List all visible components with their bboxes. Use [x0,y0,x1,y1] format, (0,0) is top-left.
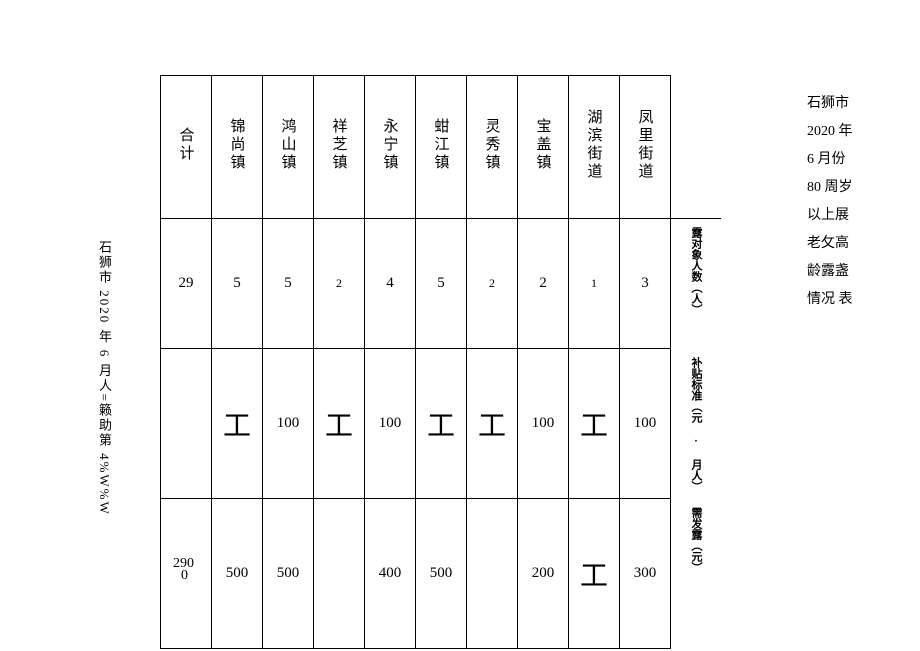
hdr-total: 合计 [161,76,212,219]
row-standard: 工 100 工 100 工 工 100 工 100 补贴标准︵元 · 月人︶ [161,349,722,499]
std-3: 工 [314,349,365,499]
row-people: 29 5 5 2 4 5 2 2 1 3 露对象人数︵人︶ [161,219,722,349]
rowlabel-people: 露对象人数︵人︶ [671,219,722,349]
people-7: 2 [518,219,569,349]
amt-5: 500 [416,499,467,649]
std-1: 工 [212,349,263,499]
hdr-hongshan: 鸿山镇 [263,76,314,219]
hdr-lingxiu: 灵秀镇 [467,76,518,219]
people-3: 2 [314,219,365,349]
std-4: 100 [365,349,416,499]
std-6: 工 [467,349,518,499]
amt-total: 2900 [161,499,212,649]
hdr-xiangzhi: 祥芝镇 [314,76,365,219]
amt-9: 300 [620,499,671,649]
row-amount: 2900 500 500 400 500 200 工 300 需发露︵元︶ [161,499,722,649]
header-row: 合计 锦尚镇 鸿山镇 祥芝镇 永宁镇 蚶江镇 灵秀镇 宝盖镇 湖滨街道 凤里街道 [161,76,722,219]
people-2: 5 [263,219,314,349]
subsidy-table: 合计 锦尚镇 鸿山镇 祥芝镇 永宁镇 蚶江镇 灵秀镇 宝盖镇 湖滨街道 凤里街道… [160,75,721,649]
hdr-spacer [671,76,722,219]
std-total [161,349,212,499]
amt-1: 500 [212,499,263,649]
people-6: 2 [467,219,518,349]
people-4: 4 [365,219,416,349]
right-title-block: 石狮市2020 年6 月份80 周岁以上展老攵高龄露盏情况 表 [807,90,862,314]
amt-6 [467,499,518,649]
hdr-hubin: 湖滨街道 [569,76,620,219]
people-8: 1 [569,219,620,349]
std-2: 100 [263,349,314,499]
std-8: 工 [569,349,620,499]
amt-4: 400 [365,499,416,649]
std-5: 工 [416,349,467,499]
rowlabel-std: 补贴标准︵元 · 月人︶ [671,349,722,499]
amt-2: 500 [263,499,314,649]
people-5: 5 [416,219,467,349]
people-1: 5 [212,219,263,349]
hdr-baogai: 宝盖镇 [518,76,569,219]
subsidy-table-wrap: 合计 锦尚镇 鸿山镇 祥芝镇 永宁镇 蚶江镇 灵秀镇 宝盖镇 湖滨街道 凤里街道… [160,75,721,649]
hdr-jinshang: 锦尚镇 [212,76,263,219]
std-7: 100 [518,349,569,499]
people-9: 3 [620,219,671,349]
hdr-hanjiang: 蚶江镇 [416,76,467,219]
people-total: 29 [161,219,212,349]
std-9: 100 [620,349,671,499]
amt-3 [314,499,365,649]
left-vertical-title: 石狮市 2020 年 6 月人=籁助第 4%W%W [95,240,114,516]
amt-7: 200 [518,499,569,649]
amt-8: 工 [569,499,620,649]
stacked-290: 2900 [171,556,201,586]
hdr-fengli: 凤里街道 [620,76,671,219]
rowlabel-amt: 需发露︵元︶ [671,499,722,649]
hdr-yongning: 永宁镇 [365,76,416,219]
